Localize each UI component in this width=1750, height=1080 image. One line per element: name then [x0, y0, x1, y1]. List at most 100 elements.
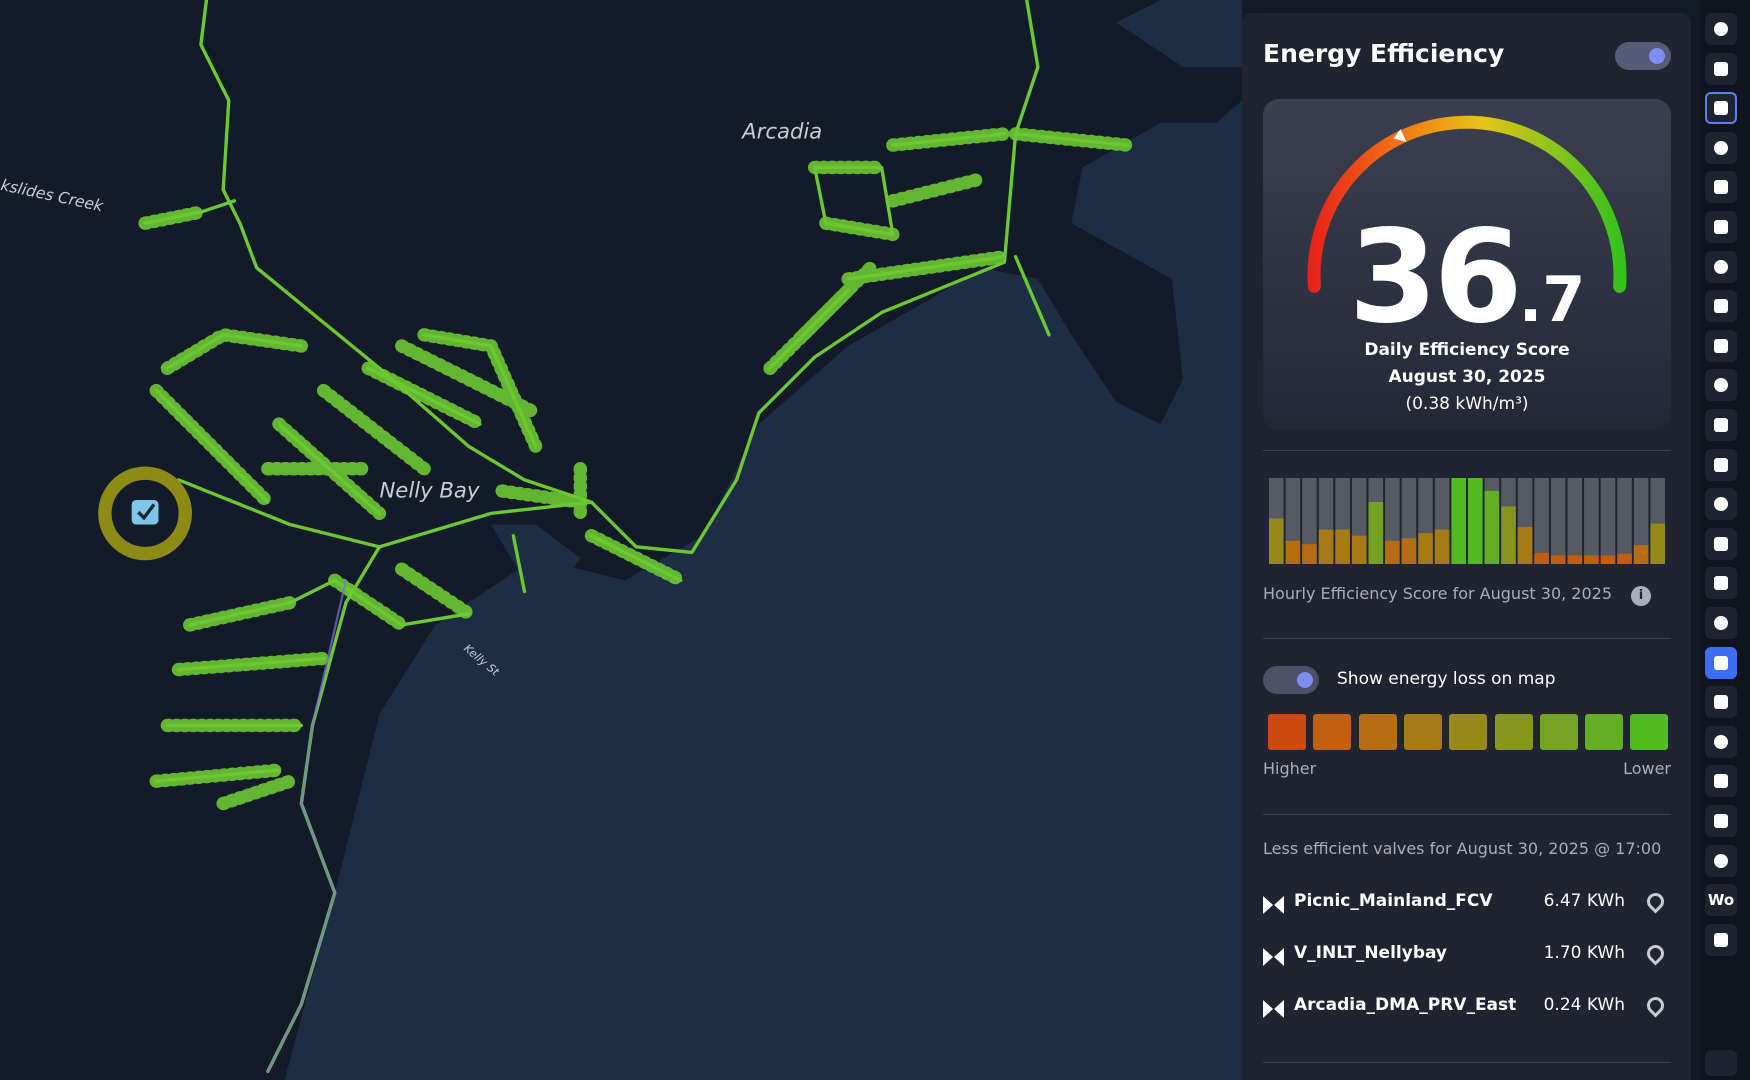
valves-title: Less efficient valves for August 30, 202… [1263, 839, 1662, 858]
tool-button[interactable] [1705, 567, 1737, 600]
hourly-caption: Hourly Efficiency Score for August 30, 2… [1263, 584, 1613, 603]
valve-value: 1.70 KWh [1543, 943, 1625, 963]
tool-icon [1714, 220, 1728, 234]
tool-icon [1714, 576, 1728, 591]
bar-track [1534, 478, 1549, 564]
hourly-bar [1650, 523, 1665, 564]
panel-toggle[interactable] [1615, 42, 1671, 70]
legend-swatch [1313, 714, 1352, 750]
tool-icon [1714, 932, 1728, 947]
energy-loss-toggle[interactable] [1263, 666, 1319, 694]
legend-swatch [1494, 714, 1533, 750]
tool-button[interactable] [1705, 646, 1737, 679]
tool-icon [1714, 299, 1728, 314]
tool-button[interactable] [1705, 171, 1737, 204]
tool-icon [1714, 616, 1728, 630]
tool-button[interactable] [1705, 409, 1737, 441]
valve-row[interactable]: V_INLT_Nellybay 1.70 KWh [1263, 941, 1671, 971]
hourly-bar [1550, 555, 1566, 564]
hourly-bar [1484, 490, 1500, 564]
tool-icon [1714, 695, 1728, 710]
valve-icon [1263, 948, 1273, 966]
tool-icon [1714, 338, 1728, 353]
tool-button[interactable] [1705, 131, 1737, 164]
tool-button[interactable] [1705, 527, 1737, 560]
valve-icon [1263, 1000, 1273, 1018]
tool-icon [1714, 140, 1728, 155]
tool-button[interactable] [1705, 725, 1737, 758]
tool-icon [1714, 814, 1728, 828]
legend-swatch [1585, 714, 1624, 750]
hourly-bar [1633, 545, 1649, 564]
legend-swatch [1630, 714, 1669, 750]
hourly-bar [1385, 540, 1400, 564]
tool-icon [1714, 180, 1728, 195]
bar-track [1567, 478, 1583, 564]
legend-high: Lower [1623, 759, 1671, 778]
locate-pin[interactable] [1643, 993, 1668, 1018]
tool-icon [1714, 497, 1728, 512]
locate-pin[interactable] [1643, 889, 1668, 914]
tool-button[interactable] [1705, 844, 1737, 877]
tool-button[interactable] [1705, 329, 1737, 362]
tool-button[interactable] [1705, 923, 1737, 956]
hourly-bar [1468, 478, 1483, 564]
score-title: Daily Efficiency Score [1364, 340, 1570, 360]
hourly-bar [1418, 533, 1433, 564]
tool-button[interactable] [1705, 607, 1737, 639]
hourly-bar [1534, 552, 1549, 564]
bar-track [1633, 478, 1649, 564]
tool-button[interactable] [1705, 765, 1737, 798]
hourly-bar [1401, 538, 1417, 564]
hourly-bar [1517, 527, 1533, 564]
info-icon[interactable]: i [1631, 586, 1651, 606]
divider [1263, 450, 1671, 451]
legend-low: Higher [1263, 759, 1317, 778]
score-fraction: .7 [1518, 263, 1586, 336]
hourly-bar [1318, 529, 1334, 564]
scroll-button[interactable] [1705, 1050, 1737, 1076]
tool-button[interactable] [1705, 290, 1737, 323]
locate-pin[interactable] [1643, 941, 1668, 966]
bar-track [1617, 478, 1632, 564]
score-card: 36.7 Daily Efficiency Score August 30, 2… [1263, 99, 1671, 430]
map-label: Arcadia [740, 118, 822, 143]
tool-button[interactable] [1705, 686, 1737, 719]
tool-button[interactable] [1705, 52, 1737, 85]
tool-button[interactable] [1705, 211, 1737, 243]
legend-swatch [1403, 714, 1442, 750]
tool-button[interactable] [1705, 369, 1737, 402]
valve-row[interactable]: Arcadia_DMA_PRV_East 0.24 KWh [1263, 993, 1671, 1023]
tool-button[interactable]: Wo [1705, 884, 1737, 917]
energy-panel: Energy Efficiency 36.7 Daily Efficiency … [1242, 13, 1691, 1080]
hourly-bar [1285, 540, 1301, 564]
valve-value: 6.47 KWh [1543, 891, 1625, 911]
tool-button[interactable] [1705, 448, 1737, 481]
valve-icon [1274, 896, 1284, 914]
tool-button[interactable] [1705, 805, 1737, 837]
tool-icon [1714, 734, 1728, 749]
bar-track [1584, 478, 1599, 564]
valve-name: Arcadia_DMA_PRV_East [1294, 995, 1517, 1015]
hourly-bar [1302, 544, 1317, 564]
tool-button[interactable] [1705, 250, 1737, 283]
hourly-bar [1501, 506, 1516, 564]
tool-button[interactable] [1705, 488, 1737, 521]
divider [1263, 1062, 1671, 1063]
valve-icon [1274, 948, 1284, 966]
gauge-needle [1393, 129, 1407, 142]
map-label: Nelly Bay [379, 478, 479, 503]
hourly-bar [1600, 555, 1616, 564]
tool-button[interactable] [1705, 13, 1737, 45]
valve-value: 0.24 KWh [1543, 995, 1625, 1015]
valve-row[interactable]: Picnic_Mainland_FCV 6.47 KWh [1263, 889, 1671, 919]
divider [1263, 814, 1671, 815]
hourly-bar [1451, 478, 1466, 564]
tool-button[interactable] [1705, 92, 1737, 125]
score-whole: 36 [1348, 203, 1523, 352]
legend-swatch [1268, 714, 1306, 750]
panel-title: Energy Efficiency [1263, 39, 1505, 68]
hourly-bar [1351, 535, 1367, 564]
legend-swatch [1539, 714, 1578, 750]
